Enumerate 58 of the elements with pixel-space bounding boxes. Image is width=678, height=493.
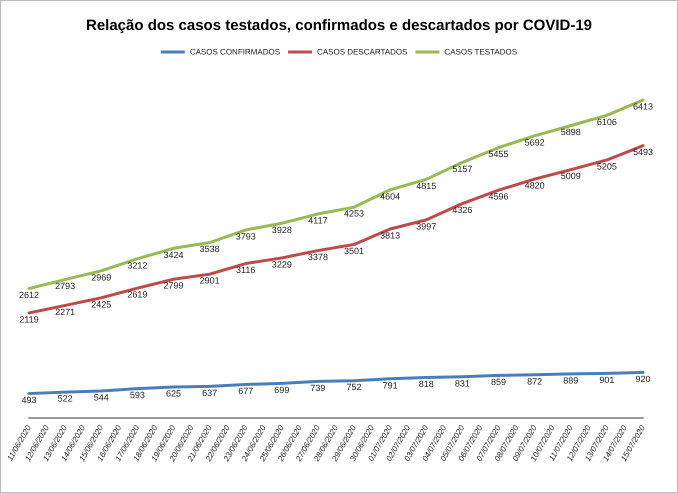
data-label: 2425	[91, 299, 112, 310]
data-label: 2119	[19, 314, 39, 324]
data-label: 3229	[272, 259, 292, 270]
data-label: 6413	[632, 102, 654, 112]
data-label: 2793	[55, 281, 76, 292]
data-label: 5692	[524, 137, 545, 148]
data-label: 625	[166, 388, 181, 399]
data-label: 3793	[236, 231, 256, 242]
data-label: 4326	[452, 205, 472, 216]
data-label: 3997	[416, 221, 436, 232]
data-label: 4253	[344, 208, 364, 219]
data-label: 901	[599, 374, 614, 385]
data-label: 2271	[55, 306, 76, 317]
data-label: 2901	[200, 276, 220, 286]
data-label: 522	[58, 394, 73, 404]
data-label: 2969	[91, 272, 112, 282]
data-label: 791	[382, 380, 398, 390]
data-label: 3813	[380, 230, 400, 240]
data-label: 493	[21, 395, 37, 406]
legend-label: CASOS DESCARTADOS	[317, 48, 408, 56]
data-label: 3538	[200, 244, 220, 254]
data-label: 752	[346, 382, 362, 392]
legend-label: CASOS CONFIRMADOS	[190, 48, 280, 56]
data-label: 3928	[272, 224, 292, 235]
data-label: 818	[418, 378, 434, 389]
data-label: 4117	[308, 215, 328, 226]
data-label: 859	[491, 376, 506, 387]
data-label: 637	[202, 388, 218, 398]
data-label: 2799	[163, 280, 184, 291]
data-label: 872	[527, 376, 542, 386]
data-label: 4596	[488, 192, 509, 202]
data-label: 6106	[596, 116, 617, 127]
chart-title: Relação dos casos testados, confirmados e descartados por COVID-19	[86, 17, 592, 34]
data-label: 593	[130, 390, 145, 400]
data-label: 5898	[560, 127, 581, 138]
data-label: 831	[454, 378, 470, 388]
data-label: 3212	[127, 260, 148, 270]
data-label: 889	[563, 375, 578, 386]
data-label: 5009	[560, 171, 581, 182]
data-label: 5455	[488, 149, 509, 160]
legend-label: CASOS TESTADOS	[444, 48, 518, 56]
data-label: 5493	[632, 147, 654, 158]
data-label: 4604	[380, 191, 400, 202]
data-label: 699	[274, 384, 290, 395]
data-label: 4820	[524, 180, 545, 191]
data-label: 677	[238, 386, 254, 396]
data-label: 4815	[416, 180, 436, 191]
data-label: 739	[310, 382, 326, 393]
data-label: 3378	[308, 252, 328, 262]
data-label: 920	[635, 374, 651, 384]
data-label: 2619	[127, 290, 148, 300]
data-label: 2612	[18, 290, 40, 300]
data-label: 544	[94, 392, 109, 403]
data-label: 5205	[596, 161, 617, 172]
data-label: 5157	[452, 164, 472, 174]
data-label: 3116	[236, 265, 256, 276]
data-label: 3501	[344, 246, 364, 256]
data-label: 3424	[163, 250, 184, 260]
